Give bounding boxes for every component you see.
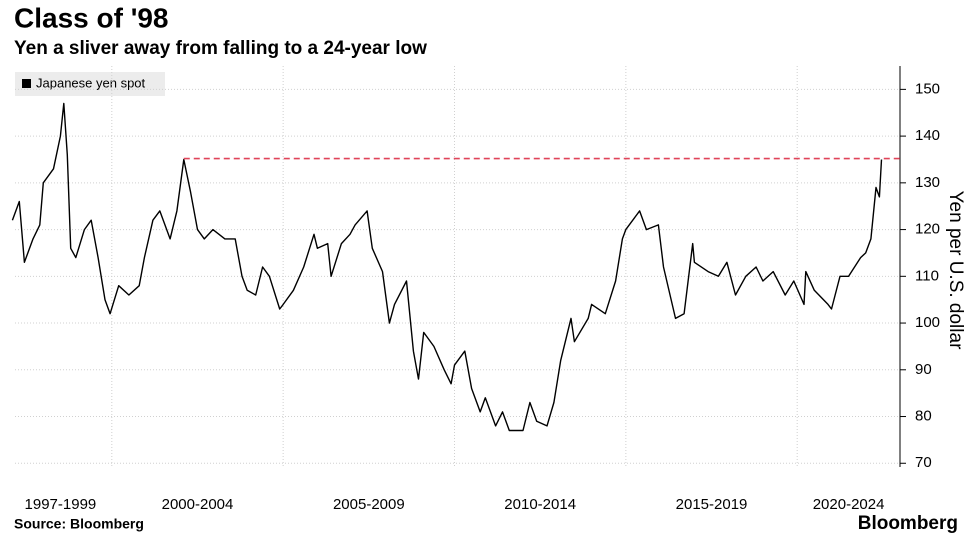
y-tick-label: 70 bbox=[915, 454, 932, 471]
x-period-label: 2005-2009 bbox=[333, 496, 405, 513]
y-tick-label: 120 bbox=[915, 221, 940, 238]
y-tick-label: 140 bbox=[915, 127, 940, 144]
chart-title: Class of '98 bbox=[14, 2, 169, 33]
y-tick-label: 80 bbox=[915, 407, 932, 424]
y-tick-label: 90 bbox=[915, 361, 932, 378]
y-axis-label: Yen per U.S. dollar bbox=[945, 191, 966, 350]
x-period-label: 2000-2004 bbox=[162, 496, 234, 513]
x-period-label: 1997-1999 bbox=[25, 496, 97, 513]
legend-swatch bbox=[22, 79, 31, 88]
x-period-label: 2020-2024 bbox=[813, 496, 885, 513]
legend-label: Japanese yen spot bbox=[36, 75, 146, 90]
line bbox=[11, 102, 883, 432]
y-tick-label: 150 bbox=[915, 80, 940, 97]
x-period-label: 2015-2019 bbox=[676, 496, 748, 513]
logo: Bloomberg bbox=[858, 513, 958, 534]
y-tick-label: 110 bbox=[915, 267, 939, 284]
legend-box bbox=[15, 72, 165, 96]
chart-subtitle: Yen a sliver away from falling to a 24-y… bbox=[14, 38, 427, 59]
x-period-label: 2010-2014 bbox=[504, 496, 576, 513]
y-tick-label: 130 bbox=[915, 174, 940, 191]
y-tick-label: 100 bbox=[915, 314, 940, 331]
source: Source: Bloomberg bbox=[14, 516, 144, 532]
